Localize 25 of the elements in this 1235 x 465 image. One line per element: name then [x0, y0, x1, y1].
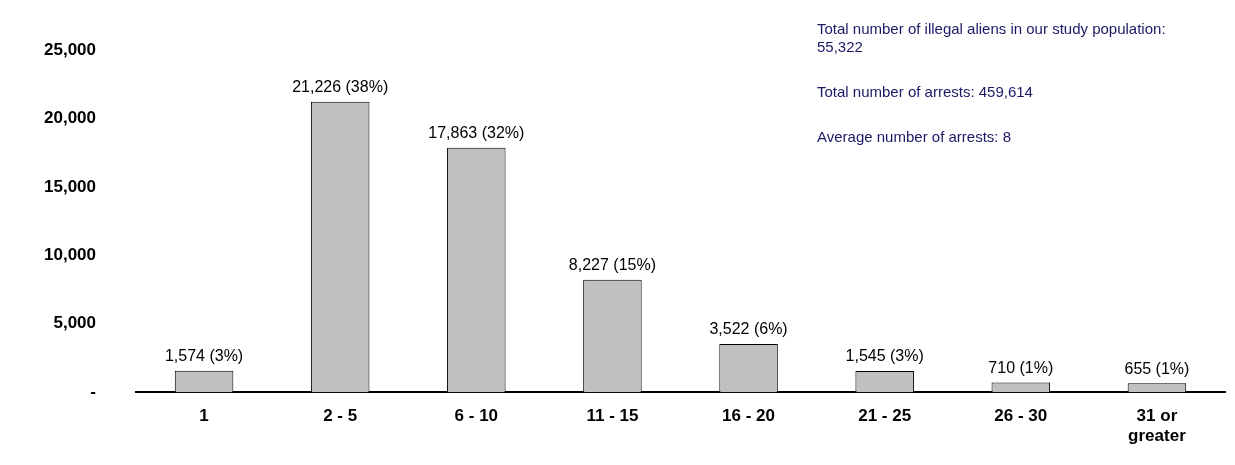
x-tick-label: 16 - 20: [722, 406, 776, 426]
y-tick-label: 15,000: [44, 176, 96, 196]
x-tick-label: 26 - 30: [994, 406, 1048, 426]
data-label: 655 (1%): [1124, 359, 1190, 377]
data-label: 1,574 (3%): [164, 347, 244, 365]
x-tick-label: 11 - 15: [586, 406, 639, 426]
y-tick-label: 20,000: [44, 108, 96, 128]
annotation: Total number of arrests: 459,614: [817, 82, 1033, 100]
x-tick-label: 21 - 25: [858, 406, 912, 426]
x-tick-label: 6 - 10: [454, 406, 499, 426]
data-label: 21,226 (38%): [292, 78, 389, 96]
y-tick-label: -: [90, 381, 96, 401]
data-label: 1,545 (3%): [845, 347, 924, 365]
data-label: 3,522 (6%): [709, 320, 788, 338]
data-label: 17,863 (32%): [428, 124, 525, 142]
data-label: 710 (1%): [988, 358, 1054, 376]
annotation: Total number of illegal aliens in our study population: 55,322: [817, 19, 1166, 55]
y-tick-label: 25,000: [44, 39, 96, 59]
y-tick-label: 10,000: [44, 245, 96, 265]
x-tick-label: 31 or greater: [1128, 406, 1187, 446]
data-label: 8,227 (15%): [568, 256, 657, 274]
y-tick-label: 5,000: [53, 313, 96, 333]
annotation: Average number of arrests: 8: [817, 127, 1011, 145]
x-tick-label: 2 - 5: [323, 406, 358, 426]
x-tick-label: 1: [199, 406, 209, 426]
